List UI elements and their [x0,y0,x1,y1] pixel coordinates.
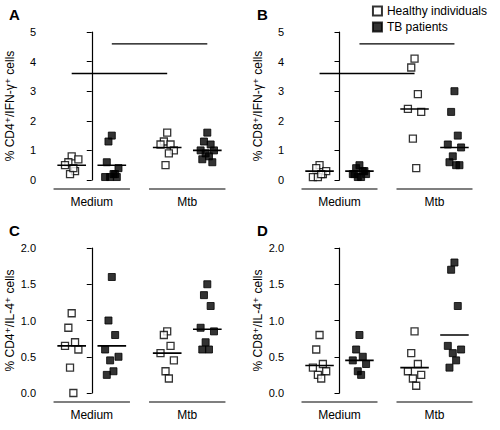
svg-text:1.0: 1.0 [21,315,36,327]
svg-text:Medium: Medium [70,195,113,209]
svg-text:1.5: 1.5 [21,278,36,290]
svg-text:Healthy individuals: Healthy individuals [387,4,487,18]
svg-text:0.5: 0.5 [269,351,284,363]
svg-text:4: 4 [278,56,284,68]
svg-text:3: 3 [278,85,284,97]
svg-text:5: 5 [30,26,36,38]
svg-text:2.0: 2.0 [21,242,36,254]
svg-text:% CD8⁺/IL-4⁺ cells: % CD8⁺/IL-4⁺ cells [251,269,265,371]
svg-text:Medium: Medium [318,408,361,422]
svg-text:Mtb: Mtb [177,408,197,422]
svg-text:TB patients: TB patients [387,20,448,34]
svg-text:2: 2 [30,115,36,127]
svg-text:% CD4⁺/IL-4⁺ cells: % CD4⁺/IL-4⁺ cells [3,269,17,371]
svg-text:1: 1 [30,144,36,156]
svg-text:D: D [257,222,268,239]
svg-text:% CD4⁺/IFN-γ⁺ cells: % CD4⁺/IFN-γ⁺ cells [3,51,17,162]
svg-text:0.5: 0.5 [21,351,36,363]
svg-text:0: 0 [278,174,284,186]
svg-text:2: 2 [278,115,284,127]
svg-text:Medium: Medium [318,195,361,209]
svg-text:Mtb: Mtb [424,408,444,422]
svg-text:Medium: Medium [70,408,113,422]
svg-text:0: 0 [30,174,36,186]
svg-text:0.0: 0.0 [269,387,284,399]
svg-text:1: 1 [278,144,284,156]
svg-text:1.5: 1.5 [269,278,284,290]
svg-text:5: 5 [278,26,284,38]
svg-text:4: 4 [30,56,36,68]
svg-text:C: C [9,222,20,239]
svg-text:1.0: 1.0 [269,315,284,327]
svg-text:B: B [257,6,268,23]
svg-text:3: 3 [30,85,36,97]
svg-text:2.0: 2.0 [269,242,284,254]
svg-text:0.0: 0.0 [21,387,36,399]
svg-text:% CD8⁺/IFN-γ⁺ cells: % CD8⁺/IFN-γ⁺ cells [251,51,265,162]
svg-text:Mtb: Mtb [177,195,197,209]
svg-text:A: A [9,6,20,23]
svg-text:Mtb: Mtb [424,195,444,209]
